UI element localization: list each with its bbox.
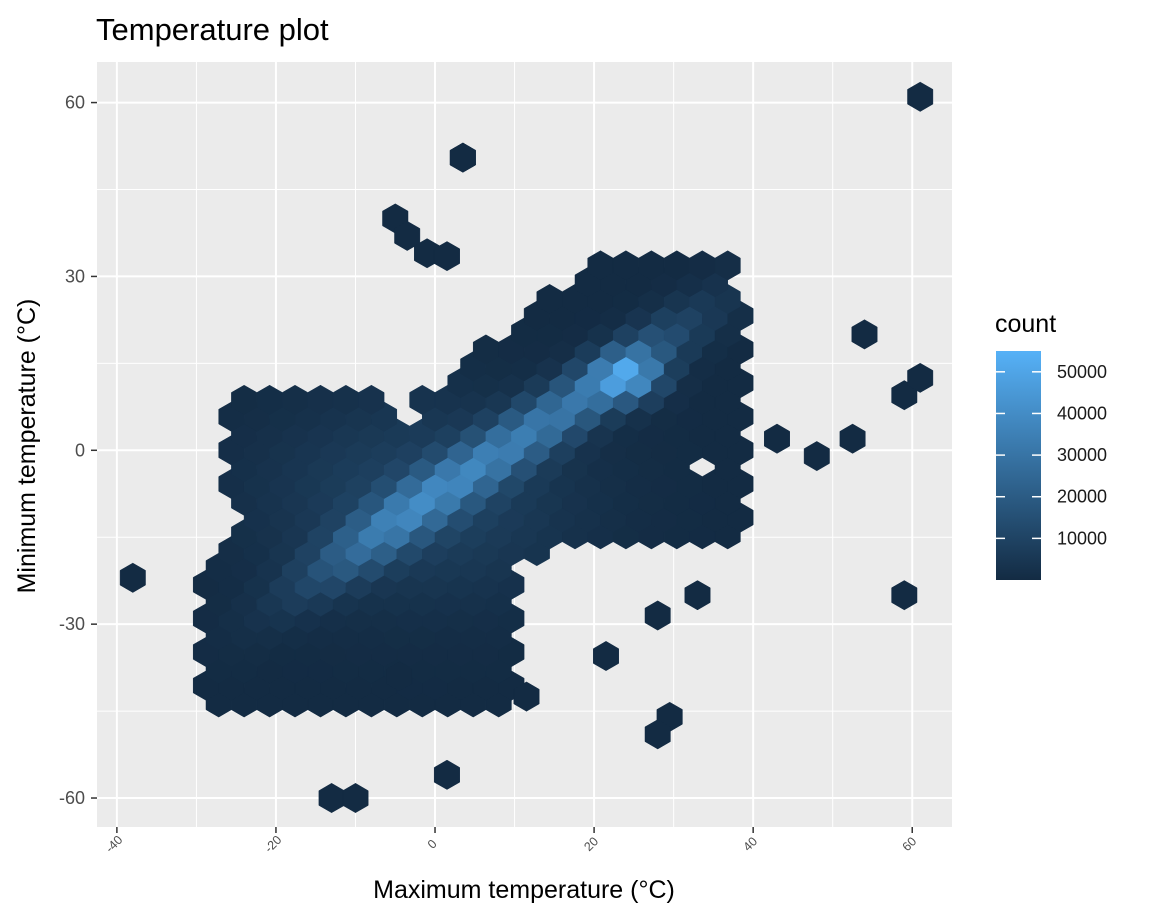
x-axis-ticks: -40 -20 0 20 40 60	[103, 827, 920, 856]
x-tick-label: -40	[103, 833, 126, 856]
hex-bin	[891, 580, 918, 611]
y-tick-label: -60	[59, 788, 85, 808]
legend-colorbar	[996, 351, 1041, 580]
legend-break-label: 10000	[1057, 528, 1107, 548]
x-tick-label: 40	[740, 834, 760, 854]
hex-bin	[449, 142, 476, 173]
hex-bin	[342, 783, 369, 813]
legend-ticks: 10000 20000 30000 40000 50000	[996, 362, 1107, 548]
hex-bin	[644, 719, 671, 750]
hex-bin	[644, 600, 671, 631]
x-tick-label: 20	[581, 834, 601, 854]
y-axis-title: Minimum temperature (°C)	[13, 299, 41, 594]
hex-bin	[803, 441, 830, 472]
legend-title: count	[995, 310, 1056, 338]
hex-bin	[358, 384, 385, 415]
y-tick-label: 0	[75, 440, 85, 460]
hex-bin	[433, 759, 460, 790]
hex-bin	[394, 220, 421, 251]
hex-bin	[684, 580, 711, 611]
x-tick-label: 0	[425, 837, 440, 852]
hex-bin	[513, 681, 540, 712]
hex-bin	[119, 562, 146, 593]
hex-bin	[764, 423, 790, 454]
hex-bin	[907, 362, 934, 393]
x-tick-label: 60	[900, 834, 920, 854]
y-tick-label: 60	[65, 93, 85, 113]
hex-bin	[714, 250, 741, 281]
hex-bin	[433, 241, 460, 272]
legend-break-label: 40000	[1057, 403, 1107, 423]
hexbin-cells	[119, 81, 934, 813]
hex-bin	[907, 81, 934, 112]
hex-bin	[386, 661, 413, 692]
y-tick-label: 30	[65, 266, 85, 286]
legend-break-label: 30000	[1057, 445, 1107, 465]
hex-bin	[593, 641, 619, 671]
legend-break-label: 20000	[1057, 487, 1107, 507]
chart-title: Temperature plot	[96, 12, 329, 47]
hex-bin	[851, 319, 878, 350]
y-axis-ticks: -60 -30 0 30 60	[59, 93, 97, 808]
hex-bin	[839, 423, 866, 454]
legend-break-label: 50000	[1057, 362, 1107, 382]
x-axis-title: Maximum temperature (°C)	[373, 876, 675, 904]
x-tick-label: -20	[262, 833, 285, 856]
y-tick-label: -30	[59, 614, 85, 634]
